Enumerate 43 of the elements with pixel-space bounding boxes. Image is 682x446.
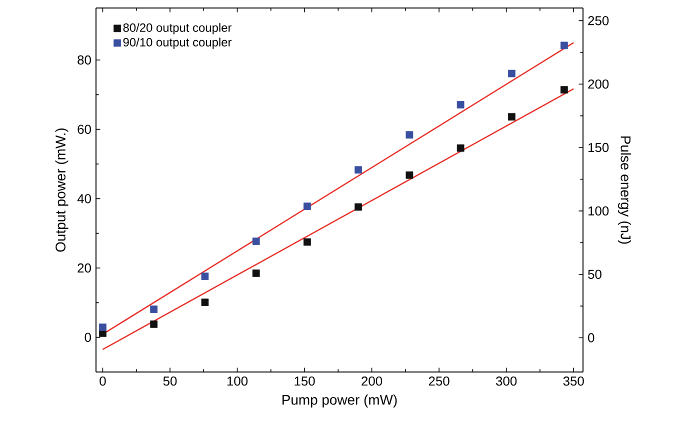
point (304, 238, 311, 246)
y2-tick-label: 150 (588, 142, 609, 152)
x-tick-label: 50 (163, 376, 177, 386)
legend-label: 80/20 output coupler (123, 23, 232, 34)
point (508, 113, 516, 121)
point (456, 144, 464, 152)
y-axis-title: Output power (mW.) (55, 128, 68, 252)
y2-tick-label: 250 (588, 16, 609, 26)
point (252, 270, 260, 277)
y2-axis-title: Pulse energy (nJ) (618, 136, 631, 244)
x-tick-label: 100 (227, 376, 248, 386)
x-tick-label: 250 (428, 376, 450, 386)
x-tick-label: 350 (563, 376, 584, 386)
point (201, 272, 209, 280)
point (560, 86, 568, 94)
point (150, 320, 158, 328)
y-tick-label: 0 (84, 332, 91, 342)
point (201, 298, 209, 306)
point (406, 131, 414, 139)
point (406, 171, 414, 179)
point (456, 101, 464, 108)
legend-label: 90/10 output coupler (123, 38, 232, 49)
x-axis-title: Pump power (mW) (282, 394, 397, 408)
y2-tick-label: 100 (588, 206, 609, 216)
point (354, 166, 362, 174)
x-tick-label: 200 (362, 376, 382, 386)
point (304, 202, 311, 210)
x-tick-label: 300 (496, 376, 517, 386)
y-tick-label: 80 (78, 55, 91, 65)
y2-tick-label: 0 (588, 333, 594, 342)
y2-tick-label: 50 (588, 270, 602, 279)
y-tick-label: 40 (77, 194, 91, 204)
point (508, 70, 516, 78)
point (99, 324, 106, 331)
point (560, 42, 568, 50)
y-tick-label: 20 (78, 263, 91, 273)
point (354, 203, 362, 211)
y2-tick-label: 200 (588, 80, 609, 89)
point (252, 238, 260, 245)
point (150, 306, 158, 313)
x-tick-label: 0 (100, 376, 106, 386)
y-tick-label: 60 (78, 124, 91, 134)
x-tick-label: 150 (294, 376, 315, 386)
